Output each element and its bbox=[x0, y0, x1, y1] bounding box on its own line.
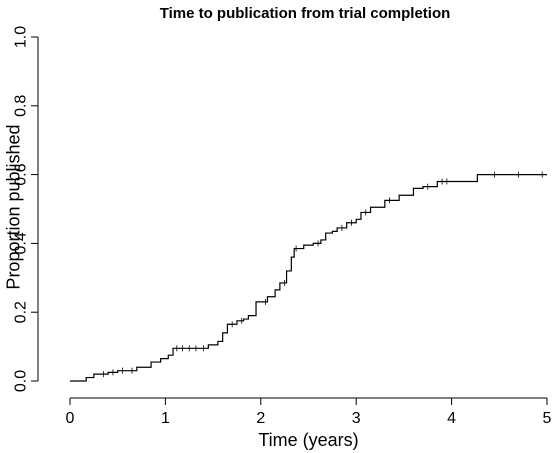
y-tick-label: 0.6 bbox=[13, 163, 30, 185]
x-ticks: 0 1 2 3 4 5 bbox=[66, 398, 552, 427]
y-axis: 0.0 0.2 0.4 0.6 0.8 1.0 Proportion published bbox=[3, 26, 39, 392]
x-tick-label: 0 bbox=[66, 410, 75, 427]
x-tick-label: 1 bbox=[161, 410, 170, 427]
x-tick-label: 4 bbox=[447, 410, 456, 427]
y-ticks: 0.0 0.2 0.4 0.6 0.8 1.0 bbox=[13, 26, 38, 392]
y-tick-label: 0.2 bbox=[13, 301, 30, 323]
x-axis: 0 1 2 3 4 5 Time (years) bbox=[66, 397, 552, 450]
x-axis-label: Time (years) bbox=[258, 430, 358, 450]
censor-marks bbox=[102, 171, 543, 378]
x-tick-label: 2 bbox=[256, 410, 265, 427]
chart-title: Time to publication from trial completio… bbox=[160, 5, 451, 22]
plot-area bbox=[70, 171, 547, 382]
y-tick-label: 0.4 bbox=[13, 232, 30, 254]
survival-step-line bbox=[70, 174, 547, 382]
x-tick-label: 3 bbox=[352, 410, 361, 427]
x-tick-label: 5 bbox=[543, 410, 552, 427]
y-tick-label: 0.8 bbox=[13, 95, 30, 117]
y-tick-label: 1.0 bbox=[13, 26, 30, 48]
y-tick-label: 0.0 bbox=[13, 370, 30, 392]
y-axis-label: Proportion published bbox=[3, 124, 23, 289]
